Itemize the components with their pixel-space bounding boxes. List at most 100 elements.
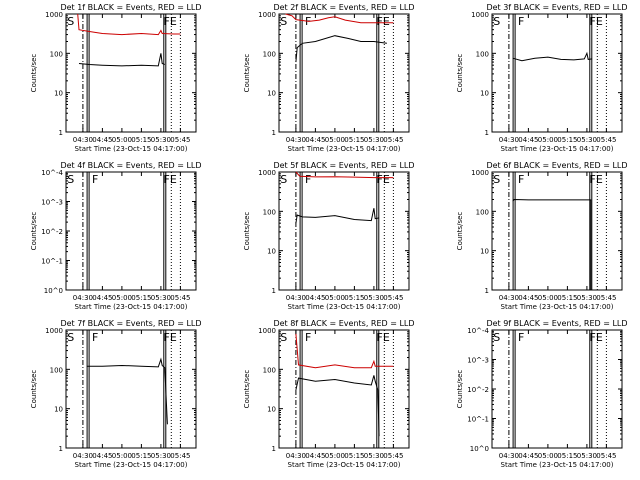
y-tick-label: 100 <box>263 208 276 216</box>
marker-label-f: F <box>92 331 98 344</box>
plot-frame <box>278 329 410 449</box>
y-tick-label: 1 <box>272 445 276 453</box>
panel-title: Det 7f BLACK = Events, RED = LLD <box>60 319 201 328</box>
marker-label-s: S <box>280 173 287 186</box>
marker-label-fe: FE <box>377 173 390 186</box>
y-tick-label: 100 <box>476 208 489 216</box>
marker-label-fe: FE <box>377 331 390 344</box>
y-axis-label: Counts/sec <box>243 370 251 409</box>
y-axis-label: Counts/sec <box>456 54 464 93</box>
y-tick-label: 10^-3 <box>467 357 489 365</box>
y-tick-label: 100 <box>263 50 276 58</box>
marker-label-s: S <box>67 173 74 186</box>
marker-label-fe: FE <box>590 331 603 344</box>
y-axis-label: Counts/sec <box>456 370 464 409</box>
y-tick-label: 100 <box>263 366 276 374</box>
x-tick-label: 05:30 <box>151 452 171 460</box>
x-tick-label: 05:00 <box>112 136 132 144</box>
x-axis-label: Start Time (23-Oct-15 04:17:00) <box>75 145 188 153</box>
x-tick-label: 04:45 <box>92 136 112 144</box>
marker-label-s: S <box>280 331 287 344</box>
x-tick-label: 05:30 <box>577 452 597 460</box>
marker-label-f: F <box>518 15 524 28</box>
panel-title: Det 6f BLACK = Events, RED = LLD <box>486 161 627 170</box>
x-axis-label: Start Time (23-Oct-15 04:17:00) <box>501 145 614 153</box>
y-tick-label: 10^-3 <box>41 199 63 207</box>
marker-label-f: F <box>92 173 98 186</box>
y-tick-label: 1000 <box>45 327 63 335</box>
marker-label-fe: FE <box>590 15 603 28</box>
lld-series-line <box>77 13 181 36</box>
marker-label-f: F <box>518 331 524 344</box>
x-tick-label: 05:00 <box>538 294 558 302</box>
plot-frame <box>491 13 623 133</box>
lld-series-line <box>295 171 394 179</box>
y-tick-label: 10^-4 <box>467 327 489 335</box>
y-tick-label: 1 <box>272 287 276 295</box>
y-tick-label: 10^-4 <box>41 169 63 177</box>
x-tick-label: 04:30 <box>499 294 519 302</box>
x-tick-label: 05:00 <box>112 452 132 460</box>
x-tick-label: 04:45 <box>518 136 538 144</box>
x-tick-label: 04:30 <box>73 294 93 302</box>
y-axis-label: Counts/sec <box>456 212 464 251</box>
panel-title: Det 1f BLACK = Events, RED = LLD <box>60 3 201 12</box>
plot-frame <box>278 13 410 133</box>
x-tick-label: 05:00 <box>325 452 345 460</box>
x-tick-label: 05:15 <box>557 452 577 460</box>
y-axis-label: Counts/sec <box>243 212 251 251</box>
marker-label-fe: FE <box>377 15 390 28</box>
x-tick-label: 05:15 <box>131 452 151 460</box>
marker-label-s: S <box>493 331 500 344</box>
x-tick-label: 04:30 <box>499 136 519 144</box>
y-tick-label: 1 <box>272 129 276 137</box>
x-tick-label: 05:45 <box>596 452 616 460</box>
x-axis-label: Start Time (23-Oct-15 04:17:00) <box>501 303 614 311</box>
panel-9: Det 9f BLACK = Events, RED = LLD 10^0 10^-… <box>456 319 628 469</box>
y-tick-label: 10 <box>54 90 63 98</box>
x-axis-label: Start Time (23-Oct-15 04:17:00) <box>75 303 188 311</box>
plot-frame <box>65 171 197 291</box>
x-tick-label: 04:45 <box>305 294 325 302</box>
x-axis-label: Start Time (23-Oct-15 04:17:00) <box>288 461 401 469</box>
x-tick-label: 04:30 <box>286 136 306 144</box>
plot-frame <box>491 329 623 449</box>
panel-8: Det 8f BLACK = Events, RED = LLD 1 10 100 10… <box>243 319 415 469</box>
y-tick-label: 10^-1 <box>41 258 63 266</box>
panel-5: Det 5f BLACK = Events, RED = LLD 1 10 100 10… <box>243 161 415 311</box>
panel-title: Det 9f BLACK = Events, RED = LLD <box>486 319 627 328</box>
x-tick-label: 05:45 <box>170 294 190 302</box>
x-tick-label: 05:15 <box>131 294 151 302</box>
y-tick-label: 10 <box>480 248 489 256</box>
panel-3: Det 3f BLACK = Events, RED = LLD 1 10 100 10… <box>456 3 628 153</box>
x-tick-label: 05:45 <box>596 294 616 302</box>
x-axis-label: Start Time (23-Oct-15 04:17:00) <box>501 461 614 469</box>
marker-label-fe: FE <box>590 173 603 186</box>
y-tick-label: 10^-1 <box>467 416 489 424</box>
x-tick-label: 04:30 <box>73 136 93 144</box>
x-tick-label: 05:45 <box>383 294 403 302</box>
x-tick-label: 04:30 <box>286 452 306 460</box>
events-series-line <box>78 53 165 67</box>
y-tick-label: 1000 <box>258 169 276 177</box>
marker-label-s: S <box>280 15 287 28</box>
x-tick-label: 05:45 <box>170 452 190 460</box>
x-tick-label: 05:00 <box>325 136 345 144</box>
x-tick-label: 04:45 <box>92 452 112 460</box>
x-tick-label: 05:45 <box>596 136 616 144</box>
marker-label-f: F <box>305 331 311 344</box>
x-tick-label: 04:30 <box>499 452 519 460</box>
x-tick-label: 05:15 <box>131 136 151 144</box>
y-axis-label: Counts/sec <box>30 370 38 409</box>
x-tick-label: 05:30 <box>364 136 384 144</box>
x-tick-label: 05:00 <box>112 294 132 302</box>
x-tick-label: 04:45 <box>92 294 112 302</box>
marker-label-s: S <box>493 173 500 186</box>
plot-frame <box>491 171 623 291</box>
x-tick-label: 05:15 <box>344 136 364 144</box>
x-tick-label: 05:30 <box>577 294 597 302</box>
panel-2: Det 2f BLACK = Events, RED = LLD 1 10 100 10… <box>243 3 415 153</box>
x-tick-label: 04:30 <box>73 452 93 460</box>
plot-frame <box>278 171 410 291</box>
